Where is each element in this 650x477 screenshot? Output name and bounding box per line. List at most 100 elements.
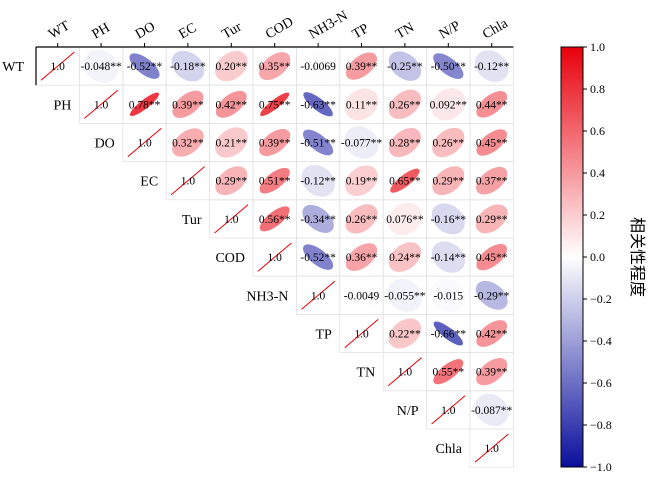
- correlation-value: 0.45**: [476, 138, 508, 150]
- correlation-value: 1.0: [224, 214, 239, 226]
- column-label: WT: [46, 18, 73, 42]
- diagonal-line: [387, 357, 422, 387]
- correlation-ellipse: [302, 204, 334, 233]
- correlation-ellipse: [345, 52, 378, 80]
- correlation-value: 0.78**: [129, 99, 161, 111]
- diagonal-line: [474, 433, 509, 463]
- column-label: Chla: [480, 16, 511, 43]
- heatmap-cell: [469, 428, 514, 468]
- correlation-ellipse: [433, 53, 464, 79]
- row-label: Chla: [436, 442, 463, 457]
- diagonal-line: [431, 395, 466, 425]
- correlation-value: -0.66**: [431, 329, 467, 341]
- colorbar-tick-label: 0.8: [590, 82, 605, 96]
- correlation-value: -0.16**: [431, 214, 467, 226]
- correlation-ellipse: [129, 53, 160, 79]
- axis-lines: [35, 43, 514, 86]
- colorbar-tick-label: 0.6: [590, 124, 605, 138]
- correlation-value: 1.0: [94, 99, 109, 111]
- correlation-ellipse: [303, 92, 333, 117]
- diagonal-line: [257, 242, 292, 272]
- row-label: NH3-N: [246, 289, 288, 304]
- diagonal-line: [84, 89, 119, 119]
- correlation-ellipse: [390, 168, 420, 193]
- correlation-value: 0.19**: [346, 176, 378, 188]
- row-label: DO: [95, 137, 115, 152]
- correlation-ellipse: [172, 128, 204, 157]
- column-label: COD: [263, 15, 296, 43]
- correlation-value: -0.015: [433, 290, 463, 302]
- column-label: PH: [90, 21, 113, 43]
- correlation-ellipse: [474, 393, 509, 427]
- correlation-ellipse: [474, 50, 509, 82]
- correlation-ellipse: [476, 166, 508, 195]
- correlation-value: 1.0: [398, 367, 413, 379]
- correlation-value: -0.12**: [474, 61, 510, 73]
- correlation-ellipse: [431, 203, 465, 235]
- correlation-ellipse: [345, 165, 378, 196]
- correlation-value: 1.0: [441, 405, 456, 417]
- correlation-value: 1.0: [311, 290, 326, 302]
- correlation-ellipse: [344, 88, 379, 121]
- correlation-ellipse: [345, 204, 378, 234]
- correlation-ellipse: [260, 92, 290, 117]
- correlation-ellipse: [129, 92, 160, 117]
- correlation-ellipse: [476, 129, 508, 156]
- correlation-ellipse: [387, 278, 423, 312]
- correlation-ellipse: [302, 129, 334, 156]
- correlation-ellipse: [475, 280, 508, 310]
- row-label: PH: [53, 98, 71, 113]
- correlation-ellipse: [303, 244, 334, 270]
- correlation-ellipse: [431, 88, 466, 121]
- correlation-ellipse: [388, 242, 422, 272]
- correlation-ellipse: [171, 50, 205, 82]
- colorbar-tick-label: 0.4: [590, 166, 605, 180]
- diagonal-line: [170, 166, 205, 196]
- row-label: TP: [315, 328, 332, 343]
- correlation-value: 0.11**: [346, 99, 377, 111]
- correlation-value: 0.39**: [346, 61, 378, 73]
- correlation-ellipse: [300, 49, 336, 84]
- correlation-value: 0.28**: [389, 138, 421, 150]
- correlation-ellipse: [430, 278, 466, 313]
- correlation-value: 0.39**: [172, 99, 204, 111]
- correlation-ellipse: [215, 90, 247, 118]
- colorbar: 1.0 0.8 0.6 0.4 0.2 0.0 −0.2 −0.4 −0.6 −0.8 −1.0 相…: [560, 40, 646, 474]
- correlation-ellipse: [259, 128, 291, 157]
- row-label: Tur: [182, 213, 202, 228]
- correlation-ellipse: [344, 126, 379, 159]
- correlation-value: 1.0: [51, 61, 66, 73]
- correlation-ellipse: [476, 358, 508, 386]
- diagonal-line: [301, 280, 336, 310]
- column-label: TP: [350, 21, 372, 42]
- row-label: COD: [215, 251, 245, 266]
- correlation-value: -0.25**: [387, 61, 423, 73]
- correlation-ellipse: [433, 321, 463, 346]
- correlation-value: 0.26**: [389, 99, 421, 111]
- correlation-ellipse: [345, 243, 378, 271]
- correlation-value: 1.0: [354, 329, 369, 341]
- correlation-value: 0.39**: [476, 367, 508, 379]
- correlation-value: 0.39**: [259, 138, 291, 150]
- correlation-ellipse: [476, 91, 508, 118]
- correlation-ellipse: [259, 206, 290, 232]
- column-label: Tur: [220, 19, 245, 42]
- correlation-value: -0.52**: [300, 252, 336, 264]
- diagonal-line: [127, 128, 162, 157]
- row-label: WT: [2, 60, 24, 75]
- correlation-value: 0.076**: [386, 214, 424, 226]
- correlation-ellipse: [433, 359, 464, 385]
- colorbar-tick-label: 1.0: [590, 40, 605, 54]
- correlation-ellipse: [344, 278, 379, 313]
- correlation-value: -0.50**: [431, 61, 467, 73]
- correlation-ellipse: [214, 127, 248, 158]
- correlation-value: 0.36**: [346, 252, 378, 264]
- correlation-value: 0.45**: [476, 252, 508, 264]
- colorbar-tick-label: 0.2: [590, 208, 605, 222]
- correlation-value: 1.0: [181, 176, 196, 188]
- colorbar-tick-label: −1.0: [590, 460, 612, 474]
- correlation-value: -0.18**: [170, 61, 206, 73]
- correlation-ellipse: [83, 49, 119, 83]
- correlation-value: -0.048**: [80, 61, 121, 73]
